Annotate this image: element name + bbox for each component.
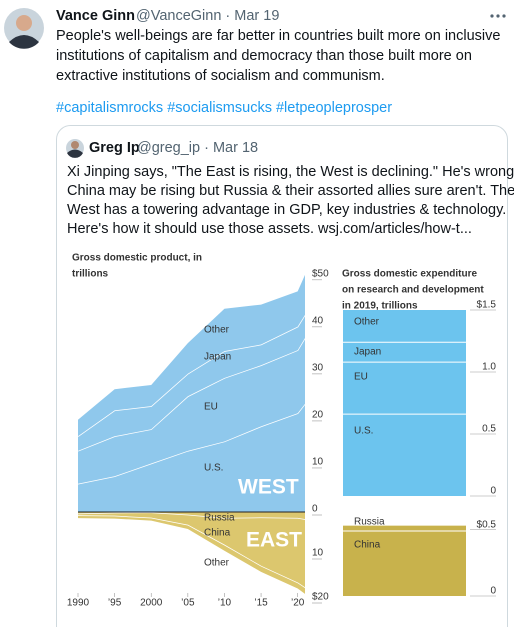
band-divider xyxy=(77,512,306,521)
quote-box[interactable] xyxy=(56,125,508,632)
quote-author-meta: @greg_ip · Mar 18 xyxy=(137,140,258,156)
x-tick-label: ’05 xyxy=(181,598,195,609)
quote-text: China may be rising but Russia & their a… xyxy=(67,183,514,199)
tweet-text: institutions of capitalism and democracy… xyxy=(56,48,472,64)
x-tick-label: ’20 xyxy=(291,598,305,609)
y-tick-label: 0 xyxy=(490,486,496,497)
x-tick-label: ’10 xyxy=(218,598,232,609)
bar-segment xyxy=(343,310,466,343)
y-tick-label: 10 xyxy=(312,548,324,559)
y-tick-label: 0 xyxy=(490,586,496,597)
segment-label: Japan xyxy=(354,347,381,358)
more-icon[interactable] xyxy=(490,14,506,18)
author-name[interactable]: Vance Ginn xyxy=(56,8,135,24)
segment-label: Russia xyxy=(354,517,385,528)
series-label: Other xyxy=(204,325,230,336)
y-tick-label: 20 xyxy=(312,410,324,421)
hashtags[interactable]: #capitalismrocks #socialismsucks #letpeo… xyxy=(56,100,392,116)
quote-avatar xyxy=(66,139,84,158)
bar-segment xyxy=(343,342,466,363)
segment-label: Other xyxy=(354,317,380,328)
chart-title: on research and development xyxy=(342,285,484,296)
quote-text: Xi Jinping says, "The East is rising, th… xyxy=(67,164,514,180)
y-tick-label: 40 xyxy=(312,315,324,326)
y-tick-label: $20 xyxy=(312,592,329,603)
bar-segment xyxy=(343,414,466,496)
tweet-text: extractive institutions of socialism and… xyxy=(56,68,385,84)
region-label: WEST xyxy=(238,476,299,499)
x-tick-label: ’15 xyxy=(254,598,268,609)
y-tick-label: 10 xyxy=(312,457,324,468)
area-band xyxy=(78,314,305,451)
series-label: Russia xyxy=(204,513,235,524)
x-tick-label: ’95 xyxy=(108,598,122,609)
area-band xyxy=(78,513,305,589)
avatar[interactable] xyxy=(4,8,44,49)
series-label: China xyxy=(204,528,231,539)
x-tick-label: 1990 xyxy=(67,598,90,609)
bar-segment xyxy=(343,530,466,596)
y-tick-label: $0.5 xyxy=(477,519,497,530)
author-meta[interactable]: @VanceGinn · Mar 19 xyxy=(136,8,279,24)
quote-author-name: Greg Ip xyxy=(89,140,140,156)
region-label: EAST xyxy=(246,529,302,552)
segment-label: China xyxy=(354,540,381,551)
y-tick-label: 1.0 xyxy=(482,362,496,373)
series-label: EU xyxy=(204,402,218,413)
bar-segment xyxy=(343,362,466,415)
series-label: U.S. xyxy=(204,463,223,474)
chart-title: Gross domestic product, in xyxy=(72,253,202,264)
y-tick-label: 0.5 xyxy=(482,424,496,435)
y-tick-label: $1.5 xyxy=(477,300,497,311)
y-tick-label: $50 xyxy=(312,268,329,279)
y-tick-label: 0 xyxy=(312,504,318,515)
quote-text: Here's how it should use those assets. w… xyxy=(67,221,472,237)
chart-title: in 2019, trillions xyxy=(342,301,418,312)
bar-segment xyxy=(343,525,466,531)
segment-label: U.S. xyxy=(354,426,373,437)
area-band xyxy=(78,403,305,512)
series-label: Japan xyxy=(204,352,231,363)
chart-title: trillions xyxy=(72,269,109,280)
series-label: Other xyxy=(204,558,230,569)
quote-text: West has a towering advantage in GDP, ke… xyxy=(67,202,506,218)
x-tick-label: 2000 xyxy=(140,598,163,609)
segment-label: EU xyxy=(354,372,368,383)
tweet-text: People's well-beings are far better in c… xyxy=(56,28,500,44)
chart-title: Gross domestic expenditure xyxy=(342,269,477,280)
area-band xyxy=(78,337,305,484)
area-band xyxy=(78,274,305,437)
y-tick-label: 30 xyxy=(312,363,324,374)
